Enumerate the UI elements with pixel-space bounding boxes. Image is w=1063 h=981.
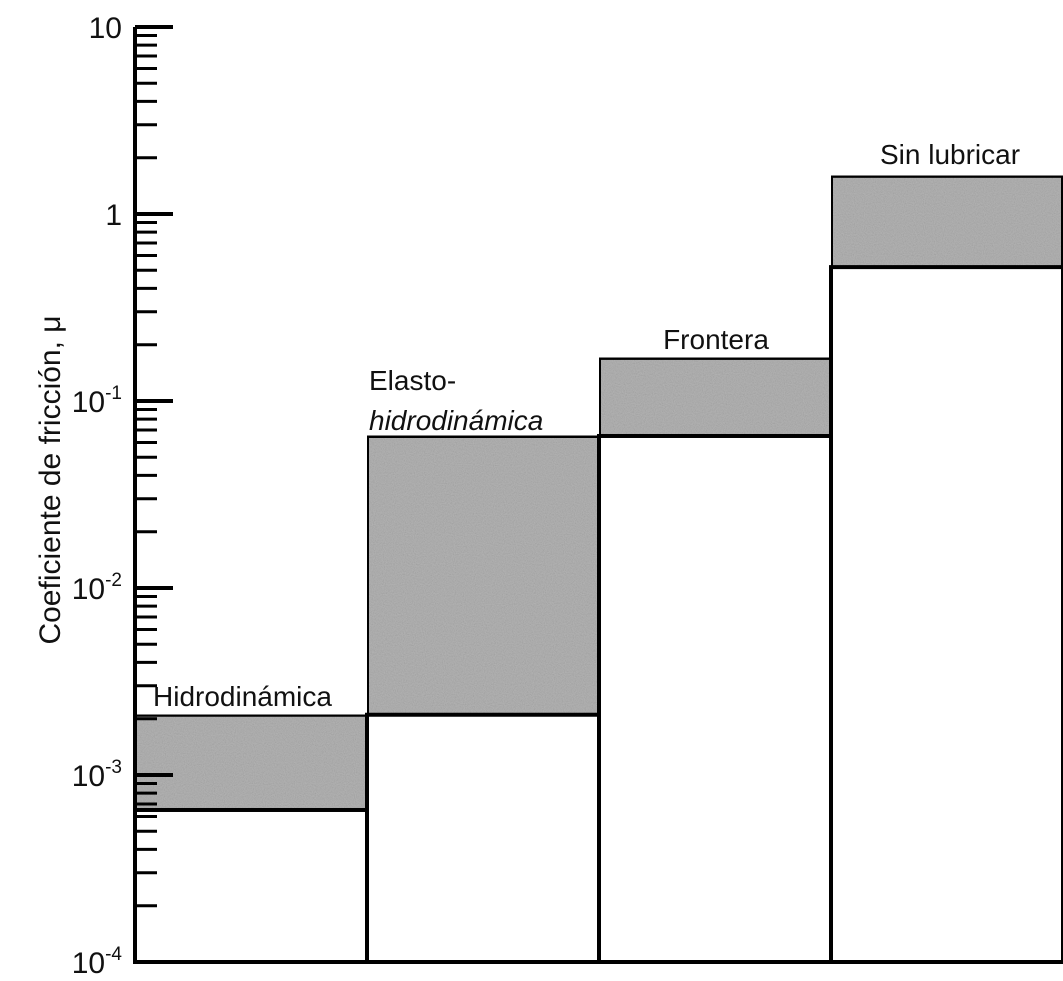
plot-area: Hidrodinámica Elasto-hidrodinámica Fronter… xyxy=(72,12,1063,980)
bar-base-0 xyxy=(133,807,369,965)
bar-range-2 xyxy=(597,355,833,438)
y-tick-label: 1 xyxy=(105,199,122,232)
bar-range-3 xyxy=(829,173,1063,270)
y-axis-label: Coeficiente de fricción, μ xyxy=(34,315,67,644)
y-tick-label: 10-2 xyxy=(72,570,122,606)
bar-base-3 xyxy=(829,265,1063,964)
bar-range-0 xyxy=(133,712,369,812)
category-label-1-line-1: hidrodinámica xyxy=(369,405,543,436)
category-label-1-line-0: Elasto- xyxy=(369,365,456,396)
category-label-0: Hidrodinámica xyxy=(153,681,332,712)
y-tick-label: 10-4 xyxy=(72,944,123,980)
bar-base-2 xyxy=(597,433,833,964)
category-label-2: Frontera xyxy=(663,324,769,355)
bar-base-1 xyxy=(365,712,601,964)
y-tick-label: 10 xyxy=(89,12,122,45)
category-label-3: Sin lubricar xyxy=(880,139,1020,170)
y-tick-label: 10-3 xyxy=(72,757,122,793)
y-tick-label: 10-1 xyxy=(72,383,122,419)
bar-range-1 xyxy=(365,433,601,717)
